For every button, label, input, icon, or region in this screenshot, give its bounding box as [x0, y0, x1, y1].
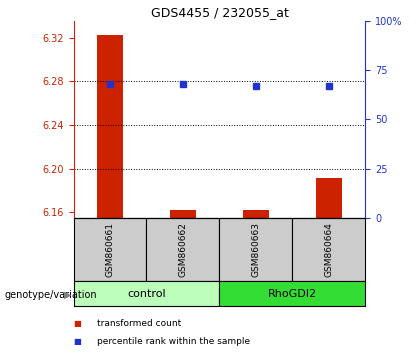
Bar — [243, 210, 269, 218]
Title: GDS4455 / 232055_at: GDS4455 / 232055_at — [150, 6, 289, 19]
Text: GSM860663: GSM860663 — [252, 222, 260, 277]
Bar — [220, 281, 365, 306]
Bar — [74, 218, 147, 281]
Text: GSM860664: GSM860664 — [324, 222, 333, 277]
Text: GSM860661: GSM860661 — [105, 222, 115, 277]
Text: control: control — [127, 289, 166, 299]
Bar — [97, 35, 123, 218]
Text: percentile rank within the sample: percentile rank within the sample — [97, 337, 250, 346]
Bar — [74, 281, 220, 306]
Text: genotype/variation: genotype/variation — [4, 290, 97, 299]
Bar — [220, 218, 292, 281]
Bar — [292, 218, 365, 281]
Text: transformed count: transformed count — [97, 319, 181, 329]
Bar — [147, 218, 220, 281]
Bar — [170, 210, 196, 218]
Bar — [316, 178, 342, 218]
Text: ■: ■ — [74, 337, 81, 346]
Text: RhoGDI2: RhoGDI2 — [268, 289, 317, 299]
Text: GSM860662: GSM860662 — [178, 222, 187, 277]
Text: ■: ■ — [74, 319, 81, 329]
Text: ▶: ▶ — [64, 290, 72, 299]
